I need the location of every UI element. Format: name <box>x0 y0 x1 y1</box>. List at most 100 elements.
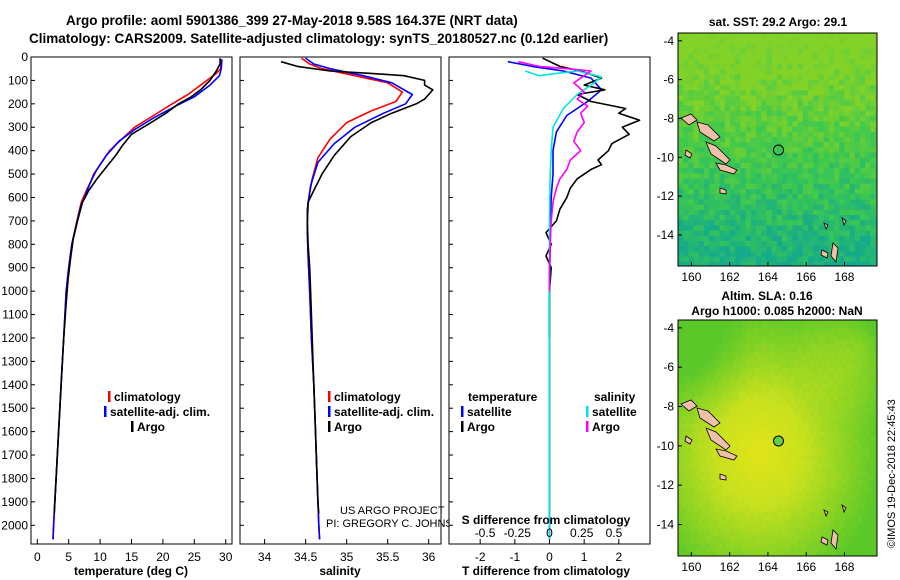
sla-cell <box>754 492 759 497</box>
sla-cell <box>742 500 747 505</box>
x-tick-label: 34 <box>258 550 272 564</box>
sst-cell <box>730 215 736 221</box>
sla-cell <box>702 496 707 501</box>
sst-cell <box>740 79 746 86</box>
sla-cell <box>870 336 875 341</box>
sla-cell <box>714 536 719 541</box>
sla-cell <box>874 328 877 333</box>
sla-cell <box>830 424 835 429</box>
sst-cell <box>854 90 861 96</box>
sst-cell <box>834 64 840 70</box>
sla-cell <box>854 424 859 429</box>
sla-cell <box>818 348 823 353</box>
sst-cell <box>823 157 830 164</box>
sla-cell <box>818 420 823 425</box>
sst-cell <box>688 137 694 143</box>
sst-cell <box>693 85 700 91</box>
sla-cell <box>846 384 851 389</box>
sla-cell <box>850 424 855 429</box>
sla-cell <box>686 324 691 329</box>
sla-cell <box>786 464 791 469</box>
sla-cell <box>782 428 787 433</box>
sla-cell <box>814 508 819 513</box>
sst-cell <box>818 142 824 148</box>
sla-cell <box>774 552 779 556</box>
sla-cell <box>850 436 855 441</box>
sla-cell <box>690 440 695 445</box>
sla-cell <box>802 408 807 413</box>
sst-cell <box>860 209 866 216</box>
sla-cell <box>694 476 699 481</box>
sst-cell <box>797 64 804 70</box>
sla-cell <box>794 500 799 505</box>
sla-cell <box>710 336 715 341</box>
sla-cell <box>838 376 843 381</box>
sst-cell <box>808 178 814 185</box>
sst-cell <box>782 142 788 148</box>
sst-cell <box>844 178 850 185</box>
sla-cell <box>774 360 779 365</box>
sla-cell <box>762 552 767 556</box>
sst-cell <box>839 74 845 81</box>
sst-cell <box>761 126 767 133</box>
sla-cell <box>766 436 771 441</box>
sst-cell <box>813 235 819 242</box>
sst-cell <box>844 59 850 65</box>
sst-cell <box>683 199 689 205</box>
sla-cell <box>782 420 787 425</box>
sla-cell <box>802 380 807 385</box>
sla-cell <box>806 400 811 405</box>
sla-cell <box>826 420 831 425</box>
sla-cell <box>726 528 731 533</box>
sla-cell <box>810 532 815 537</box>
sst-cell <box>704 69 710 75</box>
sla-cell <box>870 340 875 345</box>
sst-cell <box>766 121 772 127</box>
sla-cell <box>714 416 719 421</box>
sla-cell <box>802 348 807 353</box>
sst-cell <box>750 256 757 263</box>
sla-cell <box>738 448 743 453</box>
sla-cell <box>838 492 843 497</box>
sla-cell <box>854 404 859 409</box>
sla-cell <box>766 420 771 425</box>
sla-cell <box>734 420 739 425</box>
sla-cell <box>738 432 743 437</box>
sst-cell <box>870 90 876 96</box>
sst-cell <box>875 111 877 117</box>
sla-cell <box>806 520 811 525</box>
sla-cell <box>758 540 763 545</box>
sla-cell <box>698 436 703 441</box>
sla-cell <box>822 460 827 465</box>
sst-cell <box>875 157 877 164</box>
sst-cell <box>761 105 767 112</box>
sst-cell <box>813 220 819 226</box>
sla-cell <box>806 476 811 481</box>
sla-cell <box>798 328 803 333</box>
sst-cell <box>813 152 819 159</box>
sst-cell <box>860 95 866 101</box>
sst-cell <box>802 79 809 86</box>
sst-cell <box>823 59 830 65</box>
sla-cell <box>874 356 877 361</box>
sla-cell <box>742 460 747 465</box>
sla-cell <box>698 424 703 429</box>
sla-cell <box>738 440 743 445</box>
sla-cell <box>834 496 839 501</box>
sst-cell <box>761 33 767 39</box>
sst-cell <box>844 261 850 266</box>
sla-cell <box>726 388 731 393</box>
sst-cell <box>740 235 746 242</box>
sla-cell <box>838 328 843 333</box>
sst-cell <box>860 33 866 39</box>
sla-cell <box>686 428 691 433</box>
sla-cell <box>814 444 819 449</box>
sst-cell <box>693 142 700 148</box>
sst-cell <box>875 152 877 159</box>
sst-cell <box>761 189 767 195</box>
sla-cell <box>782 372 787 377</box>
sla-cell <box>754 392 759 397</box>
sla-cell <box>766 356 771 361</box>
sst-cell <box>704 100 710 107</box>
sla-cell <box>786 372 791 377</box>
